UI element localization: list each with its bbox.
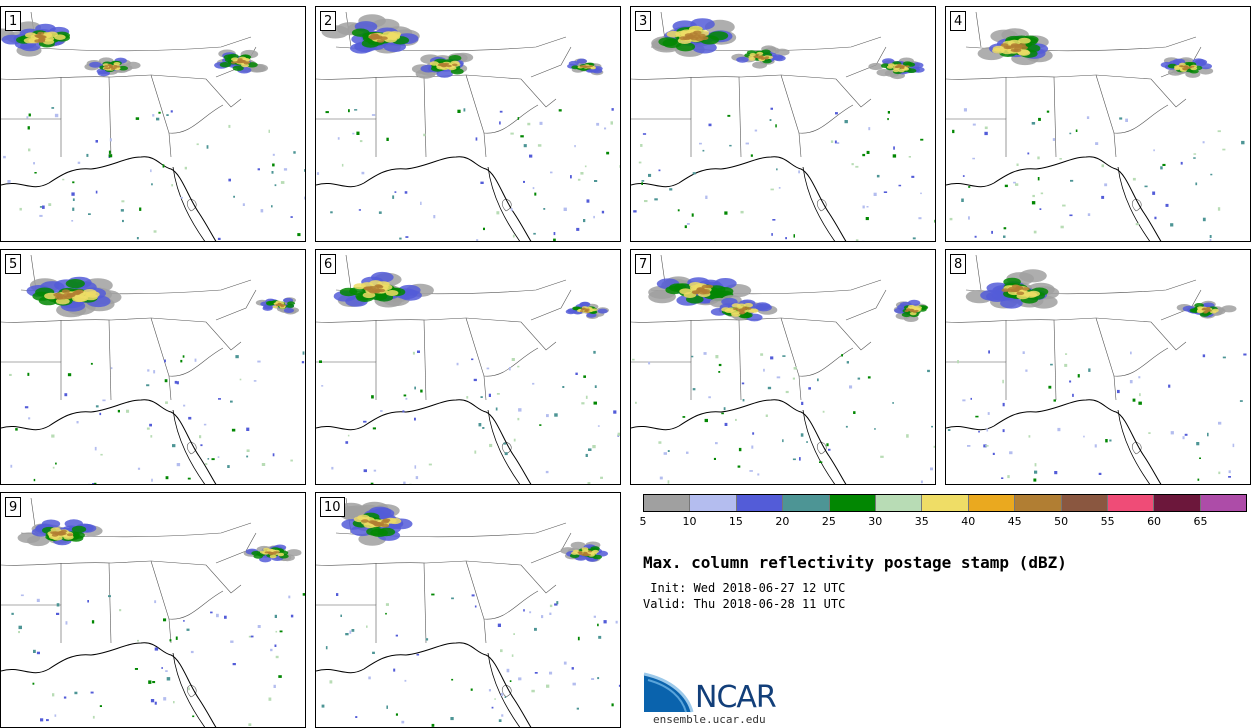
member-number: 5 (5, 254, 22, 274)
colorbar-swatch (783, 495, 830, 511)
colorbar-swatch (1154, 495, 1201, 511)
map-canvas (1, 254, 305, 484)
stamp-panel: 10 (315, 492, 621, 728)
member-number: 8 (950, 254, 967, 274)
colorbar-swatch (968, 495, 1016, 511)
member-number: 2 (320, 11, 337, 31)
colorbar-tick: 15 (728, 515, 743, 528)
stamp-panel: 6 (315, 249, 621, 485)
colorbar-tick: 45 (1007, 515, 1022, 528)
reflectivity-colorbar (643, 494, 1247, 512)
member-number: 10 (320, 497, 345, 517)
map-canvas (316, 11, 620, 241)
colorbar-swatch (829, 495, 876, 511)
colorbar-tick: 40 (961, 515, 976, 528)
member-number: 7 (635, 254, 652, 274)
stamp-panel: 1 (0, 6, 306, 242)
member-number: 1 (5, 11, 22, 31)
member-number: 6 (320, 254, 337, 274)
map-canvas (316, 497, 620, 727)
ncar-logo-text: NCAR (695, 680, 777, 715)
colorbar-swatch (1061, 495, 1108, 511)
colorbar-tick: 65 (1193, 515, 1208, 528)
map-canvas (946, 254, 1247, 484)
colorbar-swatch (1015, 495, 1062, 511)
site-url: ensemble.ucar.edu (653, 713, 766, 726)
colorbar-tick: 30 (868, 515, 883, 528)
stamp-panel: 4 (945, 6, 1251, 242)
colorbar-swatch (1107, 495, 1155, 511)
colorbar-swatch (875, 495, 923, 511)
colorbar-tick: 60 (1147, 515, 1162, 528)
stamp-panel: 3 (630, 6, 936, 242)
colorbar-swatch (922, 495, 969, 511)
map-canvas (631, 11, 935, 241)
map-title: Max. column reflectivity postage stamp (… (643, 553, 1067, 572)
colorbar-tick: 25 (821, 515, 836, 528)
colorbar-tick: 10 (682, 515, 697, 528)
member-number: 9 (5, 497, 22, 517)
colorbar-tick: 5 (639, 515, 647, 528)
stamp-panel: 8 (945, 249, 1251, 485)
map-canvas (1, 11, 305, 241)
colorbar-swatch (1200, 495, 1247, 511)
valid-time: Valid: Thu 2018-06-28 11 UTC (643, 597, 846, 611)
member-number: 3 (635, 11, 652, 31)
ncar-logo-icon (643, 672, 694, 713)
init-time: Init: Wed 2018-06-27 12 UTC (643, 581, 846, 595)
colorbar-swatch (690, 495, 737, 511)
map-canvas (316, 254, 620, 484)
colorbar-tick-labels: 5 10 15 20 25 30 35 40 45 50 55 60 65 (639, 515, 1247, 531)
stamp-panel: 7 (630, 249, 936, 485)
member-number: 4 (950, 11, 967, 31)
colorbar-tick: 35 (914, 515, 929, 528)
colorbar-tick: 20 (775, 515, 790, 528)
map-canvas (946, 11, 1245, 241)
stamp-panel: 9 (0, 492, 306, 728)
colorbar-swatch (736, 495, 784, 511)
stamp-panel: 2 (315, 6, 621, 242)
map-canvas (631, 254, 935, 484)
map-canvas (1, 497, 305, 727)
colorbar-swatch (644, 495, 691, 511)
colorbar-tick: 50 (1054, 515, 1069, 528)
stamp-panel: 5 (0, 249, 306, 485)
colorbar-tick: 55 (1100, 515, 1115, 528)
